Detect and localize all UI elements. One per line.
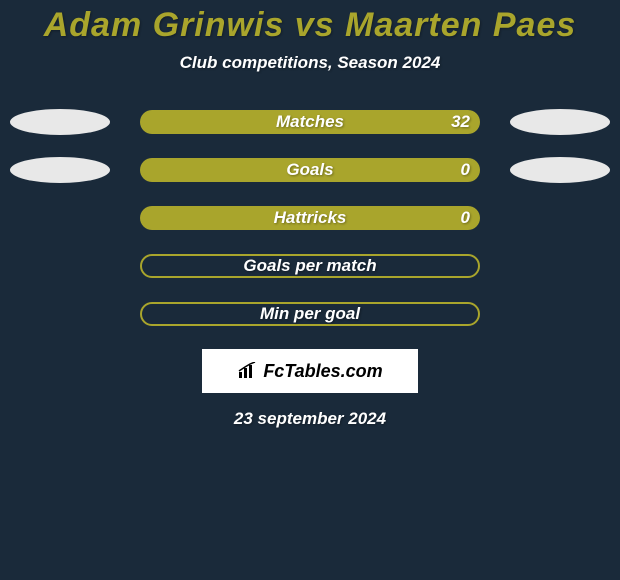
stat-row: Goals 0 [0,157,620,183]
left-pill [10,109,110,135]
comparison-infographic: Adam Grinwis vs Maarten Paes Club compet… [0,0,620,580]
left-pill [10,157,110,183]
stat-value-right: 0 [461,208,470,228]
stat-row: Hattricks 0 [0,205,620,231]
stat-value-right: 0 [461,160,470,180]
stat-label: Min per goal [142,304,478,324]
stat-label: Hattricks [140,208,480,228]
stat-value-right: 32 [451,112,470,132]
stat-row: Min per goal [0,301,620,327]
stat-row: Goals per match [0,253,620,279]
subtitle: Club competitions, Season 2024 [0,53,620,73]
right-pill [510,109,610,135]
stat-bar: Min per goal [140,302,480,326]
stat-label: Goals [140,160,480,180]
logo-box: FcTables.com [202,349,418,393]
stat-bar: Matches 32 [140,110,480,134]
stat-label: Goals per match [142,256,478,276]
stat-rows: Matches 32 Goals 0 Hattricks 0 Goal [0,109,620,327]
logo-text: FcTables.com [263,361,382,382]
stat-bar: Hattricks 0 [140,206,480,230]
stat-bar: Goals 0 [140,158,480,182]
stat-bar: Goals per match [140,254,480,278]
stat-row: Matches 32 [0,109,620,135]
right-pill [510,157,610,183]
date-text: 23 september 2024 [0,409,620,429]
page-title: Adam Grinwis vs Maarten Paes [0,0,620,45]
stat-label: Matches [140,112,480,132]
chart-icon [237,362,259,380]
